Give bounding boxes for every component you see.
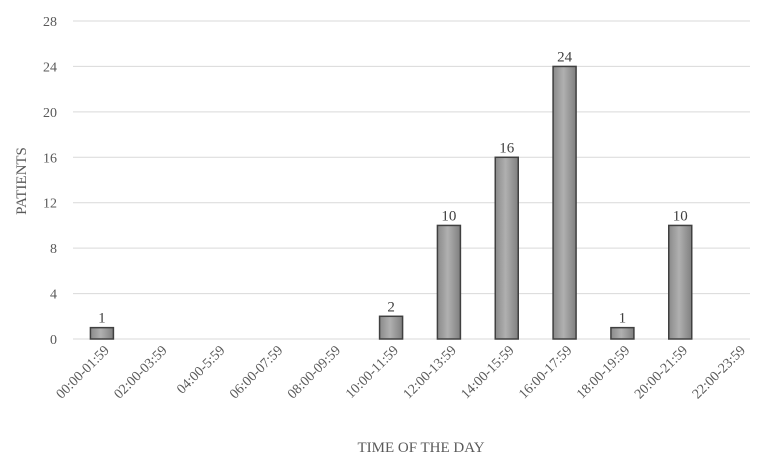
- x-tick-label-9: 18:00-19:59: [574, 343, 633, 402]
- y-tick-label: 16: [43, 151, 57, 166]
- bar-9: [610, 326, 635, 340]
- y-axis-title: PATIENTS: [14, 147, 30, 215]
- x-tick-label-1: 02:00-03:59: [112, 343, 171, 402]
- x-tick-label-6: 12:00-13:59: [401, 343, 460, 402]
- data-label-10: 10: [673, 208, 688, 224]
- data-label-6: 10: [441, 208, 456, 224]
- x-tick-label-7: 14:00-15:59: [459, 343, 518, 402]
- y-tick-label: 12: [43, 197, 57, 212]
- y-tick-label: 28: [43, 15, 57, 30]
- x-tick-label-5: 10:00-11:59: [343, 343, 402, 402]
- bar-7: [494, 156, 519, 340]
- data-label-5: 2: [387, 299, 395, 315]
- x-tick-label-4: 08:00-09:59: [285, 343, 344, 402]
- y-tick-label: 24: [43, 60, 57, 75]
- bar-8: [552, 65, 577, 340]
- data-labels: 1 2 10 16 24 1 10: [98, 49, 688, 326]
- x-tick-label-10: 20:00-21:59: [632, 343, 691, 402]
- y-tick-label: 8: [50, 242, 57, 257]
- y-tick-label: 20: [43, 106, 57, 121]
- bar-10: [668, 224, 693, 340]
- bars: [89, 65, 693, 340]
- x-tick-label-2: 04:00-5:59: [174, 343, 228, 397]
- y-axis-ticks: 0 4 8 12 16 20 24 28: [43, 15, 57, 348]
- data-label-7: 16: [499, 140, 515, 156]
- bar-5: [378, 315, 404, 340]
- data-label-0: 1: [98, 311, 106, 327]
- bar-6: [436, 224, 462, 340]
- y-tick-label: 0: [50, 333, 57, 348]
- x-tick-label-0: 00:00-01:59: [54, 343, 113, 402]
- x-tick-label-3: 06:00-07:59: [227, 343, 286, 402]
- y-tick-label: 4: [50, 288, 57, 303]
- bar-0: [89, 326, 115, 340]
- data-label-8: 24: [557, 49, 573, 65]
- gridlines: [73, 20, 750, 340]
- x-tick-label-8: 16:00-17:59: [516, 343, 575, 402]
- x-axis-title: TIME OF THE DAY: [357, 440, 484, 455]
- data-label-9: 1: [619, 311, 627, 327]
- x-tick-label-11: 22:00-23:59: [690, 343, 749, 402]
